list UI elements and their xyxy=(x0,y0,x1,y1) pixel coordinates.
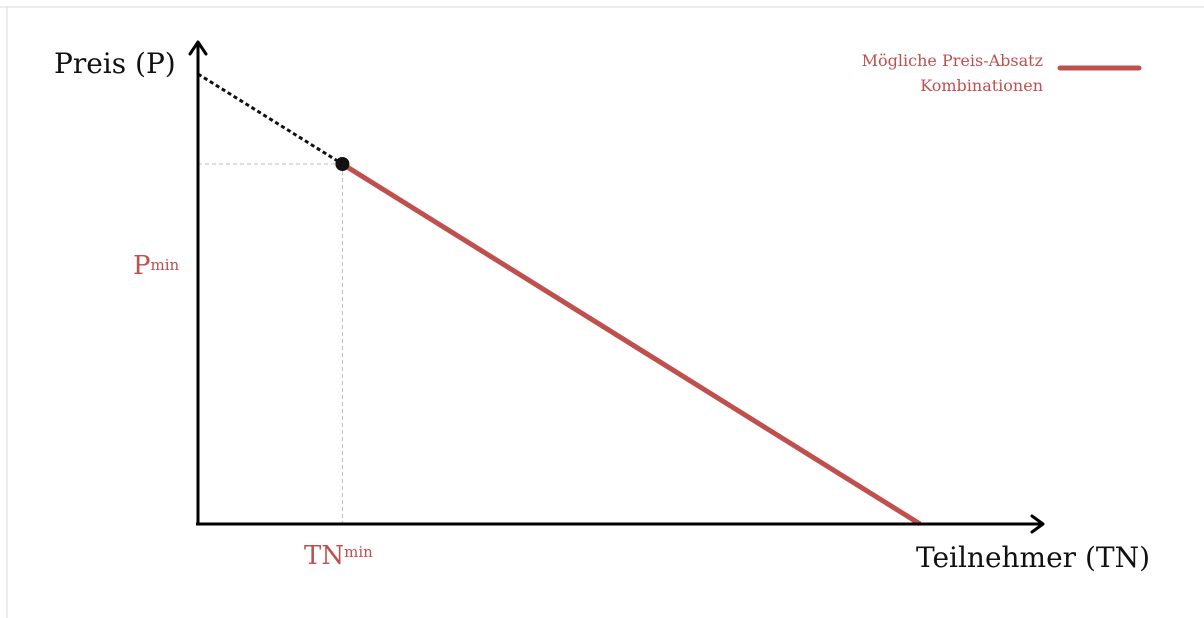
tnmin-label-sub: min xyxy=(344,543,373,561)
y-axis-arrowhead xyxy=(188,40,208,56)
x-axis-arrowhead xyxy=(1030,514,1045,534)
legend-label-line2: Kombinationen xyxy=(920,76,1043,95)
pmin-label-base: P xyxy=(133,251,151,281)
pmin-label: Pmin xyxy=(133,251,180,281)
x-axis-title: Teilnehmer (TN) xyxy=(916,541,1150,574)
extrapolated-demand-line xyxy=(197,72,344,166)
minimum-point xyxy=(335,157,350,171)
legend-label-line1: Mögliche Preis-Absatz xyxy=(862,51,1043,70)
y-axis-title: Preis (P) xyxy=(54,47,176,80)
legend: Mögliche Preis-Absatz Kombinationen xyxy=(862,51,1142,95)
feasible-demand-line xyxy=(341,161,922,527)
tnmin-label: TNmin xyxy=(304,541,373,571)
pmin-label-sub: min xyxy=(151,256,180,274)
tnmin-label-base: TN xyxy=(304,541,344,571)
